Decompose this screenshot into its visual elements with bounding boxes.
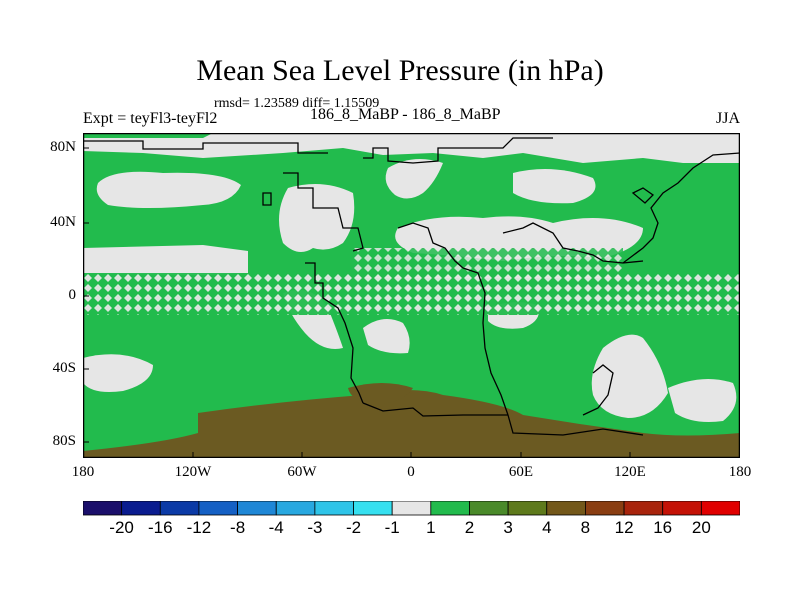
coastlines xyxy=(83,137,740,436)
colorbar-label: -20 xyxy=(109,518,134,537)
colorbar-label: -2 xyxy=(345,518,362,537)
x-tick-label: 180 xyxy=(728,464,752,480)
y-tick-label: 40S xyxy=(52,360,76,376)
x-tick-label: 120E xyxy=(614,464,646,480)
colorbar-swatch xyxy=(83,501,123,516)
south-pacific-neutral-region xyxy=(83,354,153,392)
north-atlantic-neutral-region xyxy=(279,184,355,252)
colorbar-label: -4 xyxy=(268,518,284,537)
colorbar-swatch xyxy=(237,501,277,516)
colorbar-swatch xyxy=(546,501,586,516)
colorbar-label: 8 xyxy=(580,518,591,537)
colorbar-swatch xyxy=(700,501,740,516)
colorbar-label: 3 xyxy=(503,518,513,537)
experiment-label: Expt = teyFl3-teyFl2 xyxy=(83,110,218,127)
y-tick-label: 40N xyxy=(50,214,76,230)
rmsd-diff-stats: rmsd= 1.23589 diff= 1.15509 xyxy=(214,96,380,111)
colorbar-swatch xyxy=(353,501,393,516)
colorbar-label: -8 xyxy=(230,518,246,537)
colorbar-swatch xyxy=(662,501,702,516)
north-america-neutral-region xyxy=(96,171,241,208)
colorbar-label: 12 xyxy=(614,518,634,537)
colorbar-label: -3 xyxy=(307,518,323,537)
colorbar-label: 1 xyxy=(426,518,436,537)
x-tick-label: 0 xyxy=(407,464,415,480)
subtropical-mixed-band xyxy=(353,248,623,278)
colorbar-label: -16 xyxy=(148,518,173,537)
arctic-neutral-region xyxy=(83,133,740,163)
antarctic-positive-tongue xyxy=(348,383,413,405)
colorbar-label: 4 xyxy=(542,518,552,537)
y-tick-label: 80S xyxy=(52,433,76,449)
colorbar-label: 2 xyxy=(464,518,475,537)
south-indian-neutral-region xyxy=(591,334,668,418)
x-tick-label: 120W xyxy=(174,464,212,480)
southwest-pacific-neutral-region xyxy=(668,379,737,422)
atlantic-neutral-band xyxy=(83,245,248,275)
colorbar xyxy=(83,501,740,516)
colorbar-swatch xyxy=(198,501,238,516)
period-label: 186_8_MaBP - 186_8_MaBP xyxy=(310,106,501,123)
colorbar-swatch xyxy=(469,501,509,516)
colorbar-swatch xyxy=(430,501,470,516)
x-tick-label: 180 xyxy=(71,464,95,480)
map-ticks xyxy=(83,147,631,458)
x-tick-label: 60W xyxy=(287,464,317,480)
antarctic-positive-region xyxy=(83,390,740,458)
season-label: JJA xyxy=(716,110,741,127)
pressure-difference-map xyxy=(83,133,740,458)
colorbar-label: -1 xyxy=(384,518,400,537)
colorbar-swatch xyxy=(391,501,432,516)
colorbar-swatch xyxy=(623,501,664,516)
colorbar-label: 16 xyxy=(653,518,673,537)
europe-neutral-region xyxy=(385,159,443,199)
colorbar-swatch xyxy=(121,501,161,516)
colorbar-swatch xyxy=(507,501,548,516)
colorbar-swatch xyxy=(314,501,354,516)
y-tick-label: 80N xyxy=(50,139,76,155)
colorbar-swatch xyxy=(275,501,316,516)
colorbar-label: -12 xyxy=(186,518,212,537)
tropical-mixed-band xyxy=(83,273,740,315)
x-tick-label: 60E xyxy=(508,464,534,480)
africa-neutral-region xyxy=(363,319,410,354)
colorbar-swatch xyxy=(585,501,625,516)
colorbar-label: 20 xyxy=(691,518,711,537)
y-tick-label: 0 xyxy=(68,287,77,303)
plot-title: Mean Sea Level Pressure (in hPa) xyxy=(196,54,604,87)
colorbar-swatch xyxy=(159,501,200,516)
east-asia-neutral-region xyxy=(513,169,596,204)
